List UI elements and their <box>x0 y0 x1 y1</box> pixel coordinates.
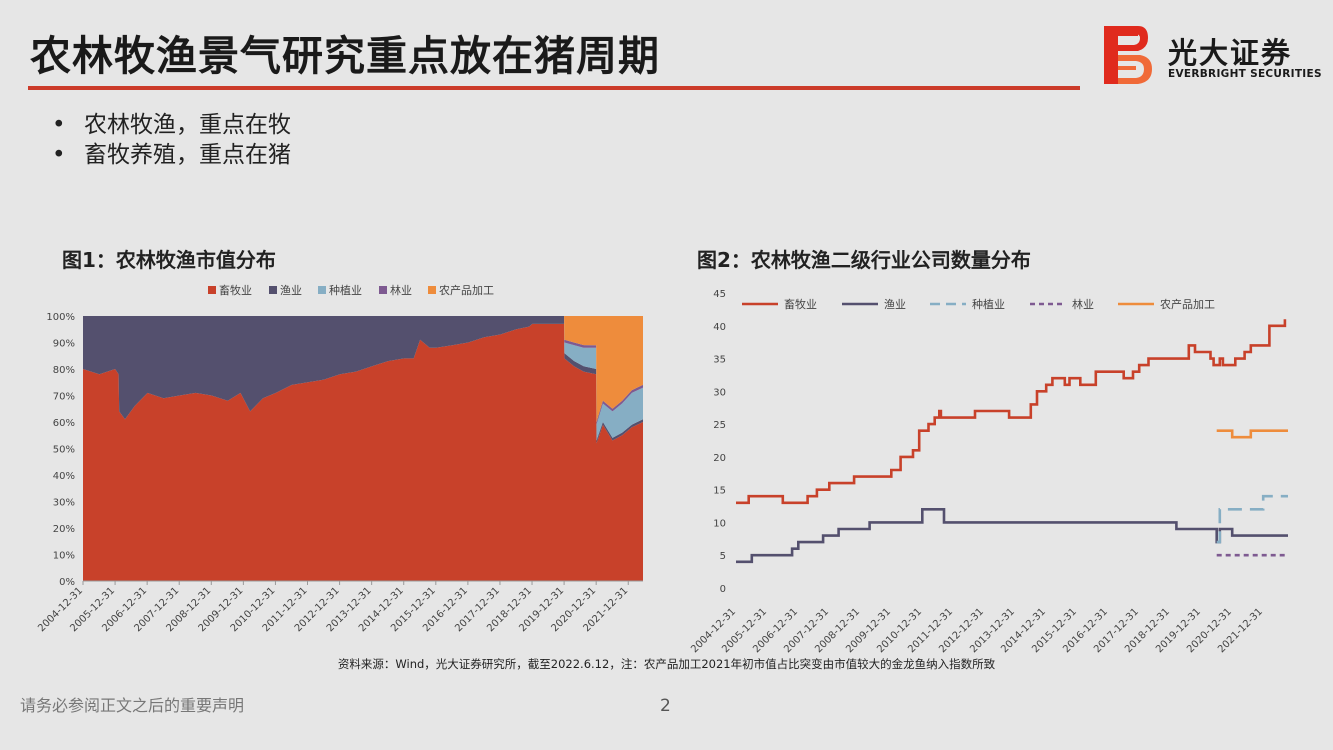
chart1-ytick-label: 80% <box>53 365 75 376</box>
chart1-area-series-5 <box>83 316 643 422</box>
chart1-ytick-label: 50% <box>53 445 75 456</box>
chart1-ytick-label: 0% <box>59 577 75 588</box>
chart1-ytick-label: 100% <box>46 312 75 323</box>
bullet-list: 农林牧渔，重点在牧 畜牧养殖，重点在猪 <box>52 110 291 170</box>
everbright-logo-icon <box>1104 26 1152 84</box>
logo-chinese-name: 光大证券 <box>1168 36 1293 70</box>
logo-english-name: EVERBRIGHT SECURITIES <box>1168 68 1322 80</box>
chart1-legend-label-2: 渔业 <box>280 284 302 297</box>
source-note: 资料来源：Wind，光大证券研究所，截至2022.6.12，注：农产品加工202… <box>337 657 996 671</box>
page-number: 2 <box>660 696 671 716</box>
market-cap-distribution-chart: 0%10%20%30%40%50%60%70%80%90%100%2004-12… <box>36 283 643 634</box>
chart2-legend-label-1: 畜牧业 <box>784 297 817 311</box>
chart2-ytick-label: 30 <box>713 387 726 398</box>
chart1-legend-label-4: 林业 <box>390 283 412 297</box>
chart2-legend-label-4: 林业 <box>1072 297 1094 311</box>
chart1-legend-label-3: 种植业 <box>329 283 362 297</box>
page-title: 农林牧渔景气研究重点放在猪周期 <box>30 32 660 80</box>
chart1-ytick-label: 60% <box>53 418 75 429</box>
chart1-legend-label-5: 农产品加工 <box>439 283 494 297</box>
chart1-ytick-label: 10% <box>53 551 75 562</box>
company-logo: 光大证券 EVERBRIGHT SECURITIES <box>1104 26 1322 84</box>
chart2-legend-label-5: 农产品加工 <box>1160 297 1215 311</box>
chart1-ytick-label: 30% <box>53 498 75 509</box>
chart2-ytick-label: 5 <box>720 551 726 562</box>
chart2-line-series-1 <box>736 319 1287 505</box>
chart1-ytick-label: 90% <box>53 339 75 350</box>
chart1-legend-swatch-2 <box>269 286 277 294</box>
chart2-line-series-3 <box>1216 494 1288 544</box>
chart2-ytick-label: 45 <box>713 289 726 300</box>
chart1-title: 图1：农林牧渔市值分布 <box>62 248 276 272</box>
chart2-line-series-2 <box>736 508 1288 564</box>
chart2-legend-label-3: 种植业 <box>972 297 1005 311</box>
chart2-ytick-label: 20 <box>713 453 726 464</box>
chart2-legend-label-2: 渔业 <box>884 298 906 311</box>
chart1-ytick-label: 20% <box>53 524 75 535</box>
chart1-ytick-label: 40% <box>53 471 75 482</box>
title-underline <box>28 86 1080 90</box>
chart2-line-series-5 <box>1216 429 1288 439</box>
chart1-area-series-1 <box>83 323 643 581</box>
chart2-ytick-label: 10 <box>713 518 726 529</box>
disclaimer-footer: 请务必参阅正文之后的重要声明 <box>20 696 245 715</box>
chart2-ytick-label: 40 <box>713 322 726 333</box>
chart1-legend-swatch-1 <box>208 286 216 294</box>
chart2-ytick-label: 35 <box>713 355 726 366</box>
chart1-area-series-2 <box>83 316 643 444</box>
chart1-legend-swatch-5 <box>428 286 436 294</box>
chart1-legend-swatch-3 <box>318 286 326 294</box>
bullet-item-2: 畜牧养殖，重点在猪 <box>52 140 291 170</box>
chart2-ytick-label: 25 <box>713 420 726 431</box>
company-count-chart: 0510152025303540452004-12-312005-12-3120… <box>690 289 1288 655</box>
chart1-ytick-label: 70% <box>53 392 75 403</box>
chart2-ytick-label: 0 <box>720 584 726 595</box>
chart2-ytick-label: 15 <box>713 486 726 497</box>
chart1-legend-label-1: 畜牧业 <box>219 283 252 297</box>
bullet-item-1: 农林牧渔，重点在牧 <box>52 110 291 140</box>
chart1-legend-swatch-4 <box>379 286 387 294</box>
chart2-title: 图2：农林牧渔二级行业公司数量分布 <box>697 248 1031 272</box>
